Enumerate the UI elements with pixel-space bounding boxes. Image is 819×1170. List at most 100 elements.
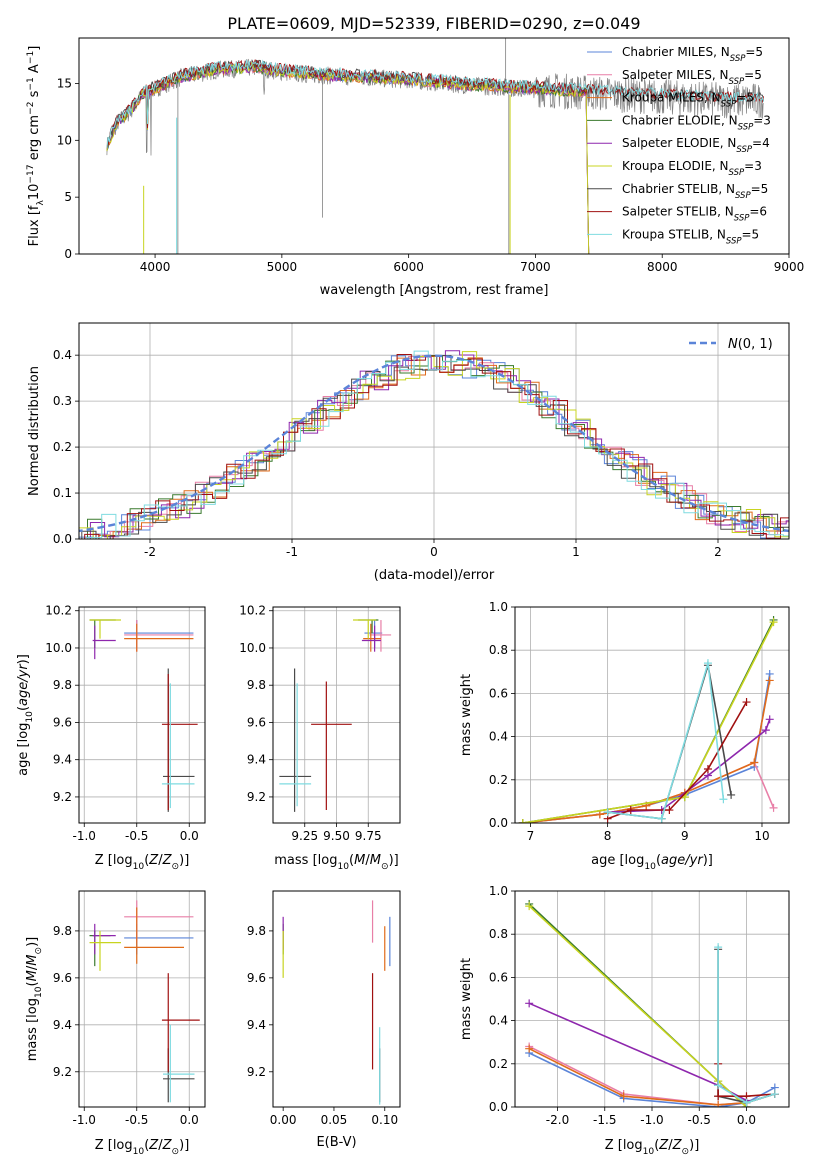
- y-tick-label: 9.4: [53, 753, 72, 767]
- y-tick-label: 0.0: [53, 532, 72, 546]
- legend-entry: Chabrier MILES, NSSP=5: [622, 45, 763, 64]
- y-tick-label: 10.2: [45, 604, 72, 618]
- y-tick-label: 9.2: [247, 1065, 266, 1079]
- x-axis-label: wavelength [Angstrom, rest frame]: [320, 283, 549, 298]
- y-tick-label: 0.2: [53, 440, 72, 454]
- series-point-marker: [626, 806, 635, 815]
- panel-mass-vs-ebv: 0.00 0.05 0.10 9.2 9.4 9.6 9.8 E(B-V): [247, 890, 401, 1150]
- y-axis-label: mass weight: [459, 674, 474, 756]
- series-lines: [518, 615, 778, 823]
- series-point-marker: [525, 1044, 534, 1053]
- series-point-marker: [619, 1092, 628, 1101]
- y-tick-label: 9.2: [53, 1065, 72, 1079]
- panel-massweight-vs-age: 7 8 9 10 0.0 0.2 0.4 0.6 0.8 1.0 mass weight age [l…: [459, 600, 790, 872]
- panel-mass-vs-Z: -1.0 -0.5 0.0 9.2 9.4 9.6 9.8 Z [log10(Z/Z⊙)] ma…: [25, 890, 206, 1157]
- y-tick-label: 9.6: [53, 715, 72, 729]
- histograms: [79, 350, 789, 539]
- y-tick-label: 9.4: [247, 753, 266, 767]
- axes-frame: [78, 37, 790, 255]
- y-axis-label: age [log10(age/yr)]: [16, 654, 35, 776]
- errorbars: [89, 619, 198, 812]
- panel-massweight-vs-Z: -2.0 -1.5 -1.0 -0.5 0.0 0.0 0.2 0.4 0.6 0.8 1.0 mas…: [459, 884, 790, 1157]
- y-tick-label: 0.8: [489, 643, 508, 657]
- errorbars: [282, 900, 391, 1105]
- x-tick-label: 7: [527, 829, 535, 843]
- x-axis-label: mass [log10(M/M⊙)]: [274, 853, 398, 872]
- legend-entry: Chabrier ELODIE, NSSP=3: [622, 113, 771, 132]
- y-tick-label: 10.2: [239, 604, 266, 618]
- axes-frame: [272, 606, 401, 824]
- x-tick-label: -0.5: [125, 1113, 148, 1127]
- y-tick-label: 0.2: [489, 773, 508, 787]
- y-tick-label: 1.0: [489, 884, 508, 898]
- x-tick-label: 8: [604, 829, 612, 843]
- x-tick-label: 10: [754, 829, 769, 843]
- x-tick-label: -0.5: [125, 829, 148, 843]
- x-tick-label: -1: [286, 545, 298, 559]
- series-line: [607, 662, 725, 820]
- y-tick-label: 1.0: [489, 600, 508, 614]
- series-point-marker: [765, 676, 774, 685]
- x-axis-label: E(B-V): [316, 1135, 356, 1150]
- series-point-marker: [765, 715, 774, 724]
- errorbars: [89, 900, 200, 1103]
- y-tick-label: 10.0: [45, 641, 72, 655]
- series-line: [528, 1002, 747, 1102]
- histogram-line: [79, 354, 789, 539]
- y-tick-label: 9.2: [53, 790, 72, 804]
- x-tick-label: 0.05: [321, 1113, 348, 1127]
- x-tick-label: 5000: [267, 260, 298, 274]
- y-tick-label: 9.8: [247, 678, 266, 692]
- y-tick-label: 0.6: [489, 970, 508, 984]
- series-point-marker: [742, 698, 751, 707]
- x-axis-label: Z [log10(Z/Z⊙)]: [605, 1138, 700, 1157]
- x-tick-label: -0.5: [688, 1113, 711, 1127]
- y-tick-label: 0.6: [489, 686, 508, 700]
- series-point-marker: [657, 814, 666, 823]
- histogram-line: [79, 355, 789, 539]
- series-point-marker: [525, 999, 534, 1008]
- series-point-marker: [719, 795, 728, 804]
- figure-title: PLATE=0609, MJD=52339, FIBERID=0290, z=0…: [227, 14, 640, 33]
- x-tick-label: 0.0: [180, 829, 199, 843]
- axes-frame: [78, 890, 206, 1108]
- series-point-marker: [518, 819, 527, 823]
- y-tick-label: 15: [57, 76, 72, 90]
- x-axis-label: Z [log10(Z/Z⊙)]: [95, 853, 190, 872]
- series-point-marker: [714, 943, 723, 952]
- series-lines: [525, 899, 779, 1107]
- x-tick-label: -1.0: [73, 829, 96, 843]
- series-line: [522, 680, 771, 823]
- y-axis-label: mass [log10(M/M⊙)]: [25, 937, 44, 1061]
- y-tick-label: 0.0: [489, 1100, 508, 1114]
- model-spectrum-line: [106, 59, 765, 148]
- x-tick-label: 7000: [520, 260, 551, 274]
- x-tick-label: 4000: [140, 260, 171, 274]
- y-tick-label: 0.4: [53, 348, 72, 362]
- panel-spectrum: 4000 5000 6000 7000 8000 9000 0 5 10 15 wavelength…: [26, 37, 804, 298]
- series-point-marker: [769, 618, 778, 627]
- series-line: [528, 1052, 776, 1107]
- series-point-marker: [665, 806, 674, 815]
- series-point-marker: [703, 765, 712, 773]
- x-tick-label: -1.5: [593, 1113, 616, 1127]
- legend-entry: Salpeter MILES, NSSP=5: [622, 68, 762, 87]
- series-point-marker: [770, 1090, 779, 1099]
- y-tick-label: 9.6: [247, 715, 266, 729]
- x-tick-label: 9.50: [323, 829, 350, 843]
- x-tick-label: 9.25: [291, 829, 318, 843]
- x-tick-label: 0.0: [180, 1113, 199, 1127]
- x-tick-label: 9: [681, 829, 689, 843]
- series-point-marker: [703, 659, 712, 668]
- y-tick-label: 9.8: [53, 678, 72, 692]
- x-tick-label: 1: [572, 545, 580, 559]
- x-tick-label: -1.0: [73, 1113, 96, 1127]
- series-line: [717, 947, 776, 1104]
- legend-entry: Chabrier STELIB, NSSP=5: [622, 182, 768, 201]
- x-tick-label: -1.0: [640, 1113, 663, 1127]
- y-tick-label: 0.0: [489, 816, 508, 830]
- series-line: [528, 905, 748, 1107]
- x-tick-label: -2.0: [546, 1113, 569, 1127]
- panel-residuals: -2 -1 0 1 2 0.0 0.1 0.2 0.3 0.4 (data-model)/error…: [27, 322, 790, 583]
- model-spectrum-line: [106, 62, 590, 254]
